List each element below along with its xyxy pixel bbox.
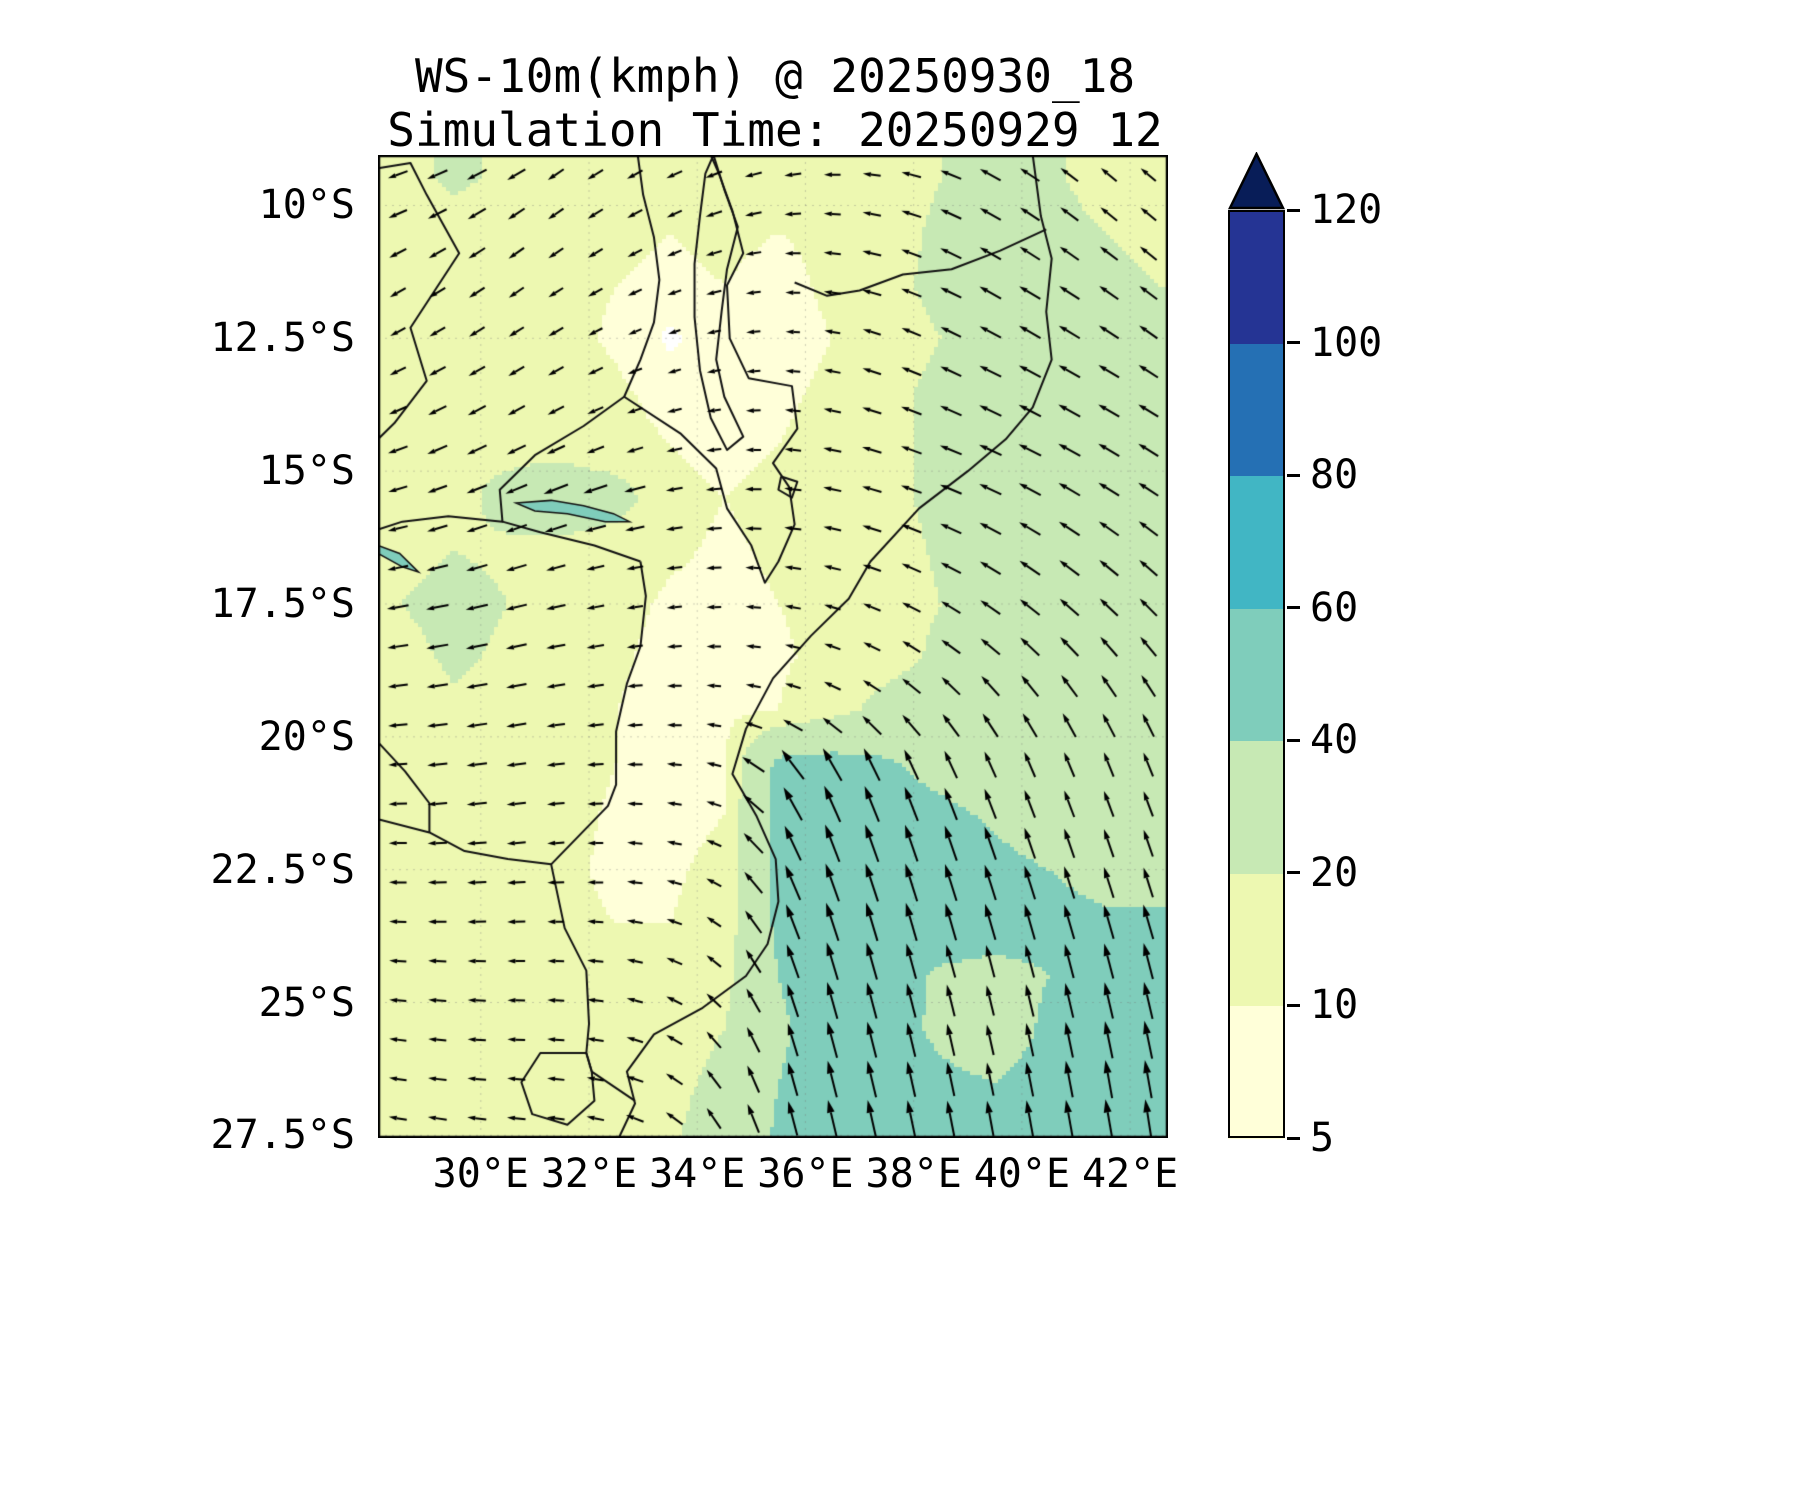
y-axis-tick-label: 27.5°S xyxy=(210,1112,356,1159)
y-axis-tick-label: 25°S xyxy=(258,979,355,1026)
colorbar-tick xyxy=(1287,473,1300,477)
colorbar-tick-label: 120 xyxy=(1310,187,1383,233)
chart-subtitle: Simulation Time: 20250929_12 xyxy=(387,103,1163,157)
colorbar-extend-triangle xyxy=(1227,151,1286,210)
colorbar-tick-label: 40 xyxy=(1310,717,1359,764)
colorbar-tick-label: 10 xyxy=(1310,982,1359,1029)
colorbar-tick xyxy=(1287,341,1300,345)
colorbar-tick xyxy=(1287,738,1300,742)
y-axis-tick-label: 20°S xyxy=(258,713,355,760)
colorbar-tick xyxy=(1287,871,1300,875)
colorbar-segment xyxy=(1228,475,1285,609)
colorbar-segment xyxy=(1228,342,1285,477)
colorbar-segment xyxy=(1228,872,1285,1007)
x-axis-tick-label: 32°E xyxy=(540,1151,638,1197)
x-axis-tick-label: 38°E xyxy=(865,1151,962,1197)
colorbar-tick-label: 20 xyxy=(1310,849,1359,896)
colorbar-tick xyxy=(1287,1003,1300,1007)
x-axis-tick-label: 36°E xyxy=(757,1151,854,1197)
colorbar-segment xyxy=(1228,1005,1285,1139)
colorbar-tick-label: 80 xyxy=(1310,452,1359,499)
y-axis-tick-label: 12.5°S xyxy=(210,315,356,362)
colorbar-tick-label: 5 xyxy=(1310,1115,1335,1161)
y-axis-tick-label: 17.5°S xyxy=(210,580,356,627)
colorbar-segment xyxy=(1228,607,1285,742)
colorbar-tick-label: 100 xyxy=(1310,319,1383,366)
wind-map-plot xyxy=(378,155,1168,1138)
colorbar-segment xyxy=(1228,740,1285,874)
x-axis-tick-label: 40°E xyxy=(973,1151,1071,1197)
colorbar-tick-label: 60 xyxy=(1310,584,1359,631)
y-axis-tick-label: 10°S xyxy=(258,182,355,229)
y-axis-tick-label: 15°S xyxy=(258,448,355,495)
x-axis-tick-label: 42°E xyxy=(1081,1151,1179,1197)
chart-title: WS-10m(kmph) @ 20250930_18 xyxy=(414,49,1136,103)
y-axis-tick-label: 22.5°S xyxy=(210,846,356,893)
colorbar-segment xyxy=(1228,210,1285,344)
x-axis-tick-label: 30°E xyxy=(432,1151,529,1197)
x-axis-tick-label: 34°E xyxy=(649,1151,746,1197)
colorbar-tick xyxy=(1287,606,1300,610)
colorbar-tick xyxy=(1287,1136,1300,1140)
colorbar-tick xyxy=(1287,208,1300,212)
